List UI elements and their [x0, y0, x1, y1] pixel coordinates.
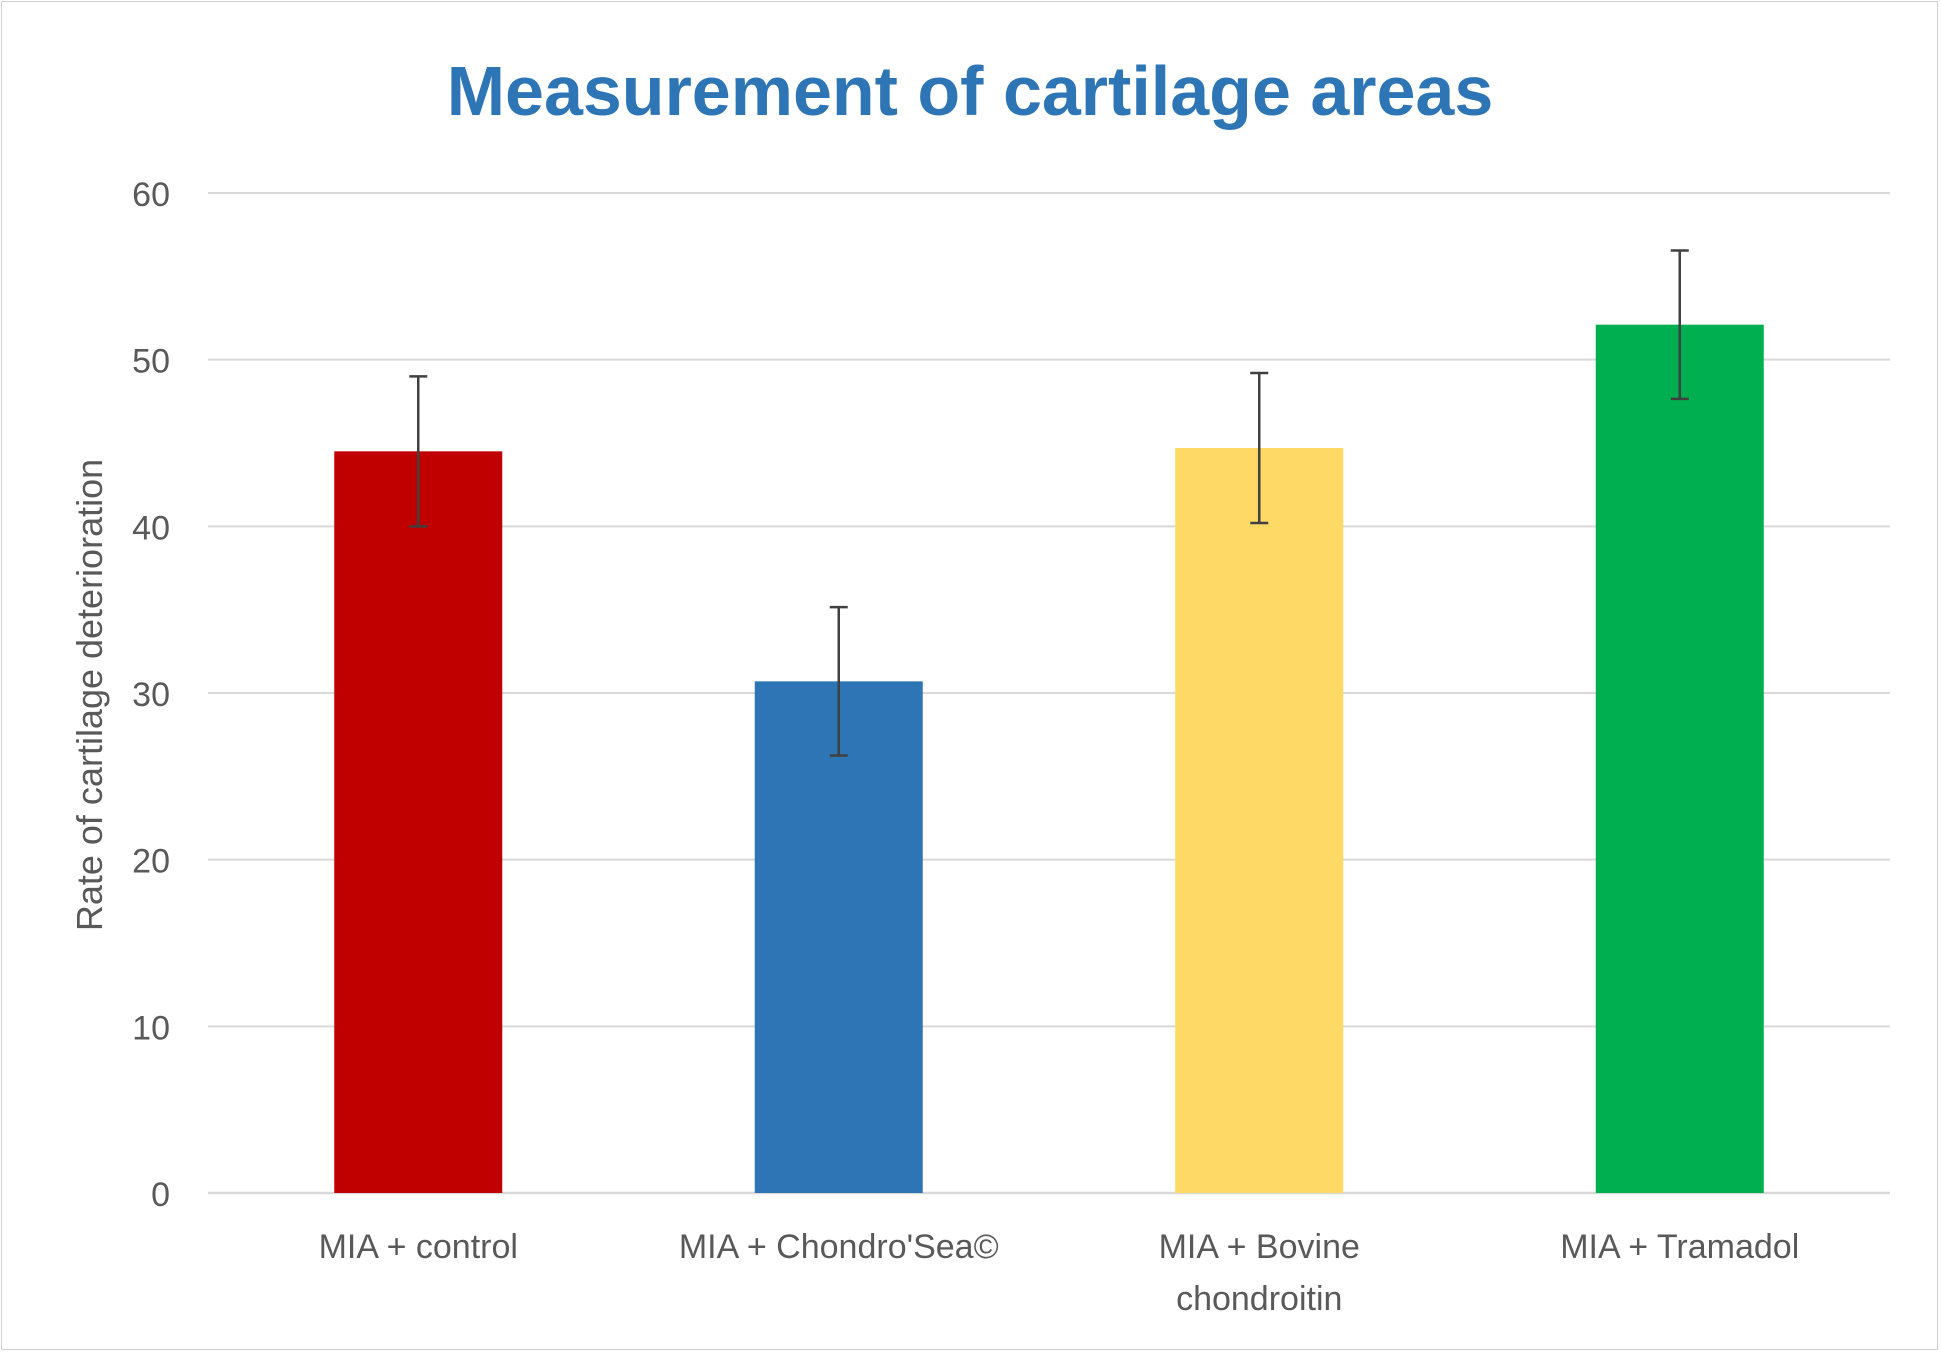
x-tick-label: MIA + control — [319, 1228, 518, 1266]
y-tick-label: 30 — [132, 676, 170, 714]
y-axis-title: Rate of cartilage deterioration — [69, 459, 110, 931]
y-tick-label: 50 — [132, 343, 170, 381]
y-tick-label: 20 — [132, 843, 170, 881]
chart-title: Measurement of cartilage areas — [447, 52, 1494, 130]
bar — [1175, 448, 1344, 1193]
y-tick-label: 0 — [151, 1176, 170, 1214]
y-tick-label: 40 — [132, 509, 170, 547]
y-axis-ticks: 0 10 20 30 40 50 60 — [132, 176, 170, 1214]
x-tick-label: MIA + Bovine — [1159, 1228, 1360, 1266]
bars — [334, 324, 1764, 1194]
y-tick-label: 10 — [132, 1009, 170, 1047]
bar — [1595, 324, 1764, 1194]
x-tick-label: MIA + Chondro'Sea© — [679, 1228, 999, 1266]
bar — [334, 451, 503, 1193]
y-tick-label: 60 — [132, 176, 170, 214]
bar — [754, 681, 923, 1193]
error-bars — [409, 249, 1689, 757]
x-tick-label: chondroitin — [1176, 1280, 1342, 1318]
x-tick-label: MIA + Tramadol — [1560, 1228, 1799, 1266]
x-axis-labels: MIA + control MIA + Chondro'Sea© MIA + Bov… — [319, 1228, 1800, 1318]
